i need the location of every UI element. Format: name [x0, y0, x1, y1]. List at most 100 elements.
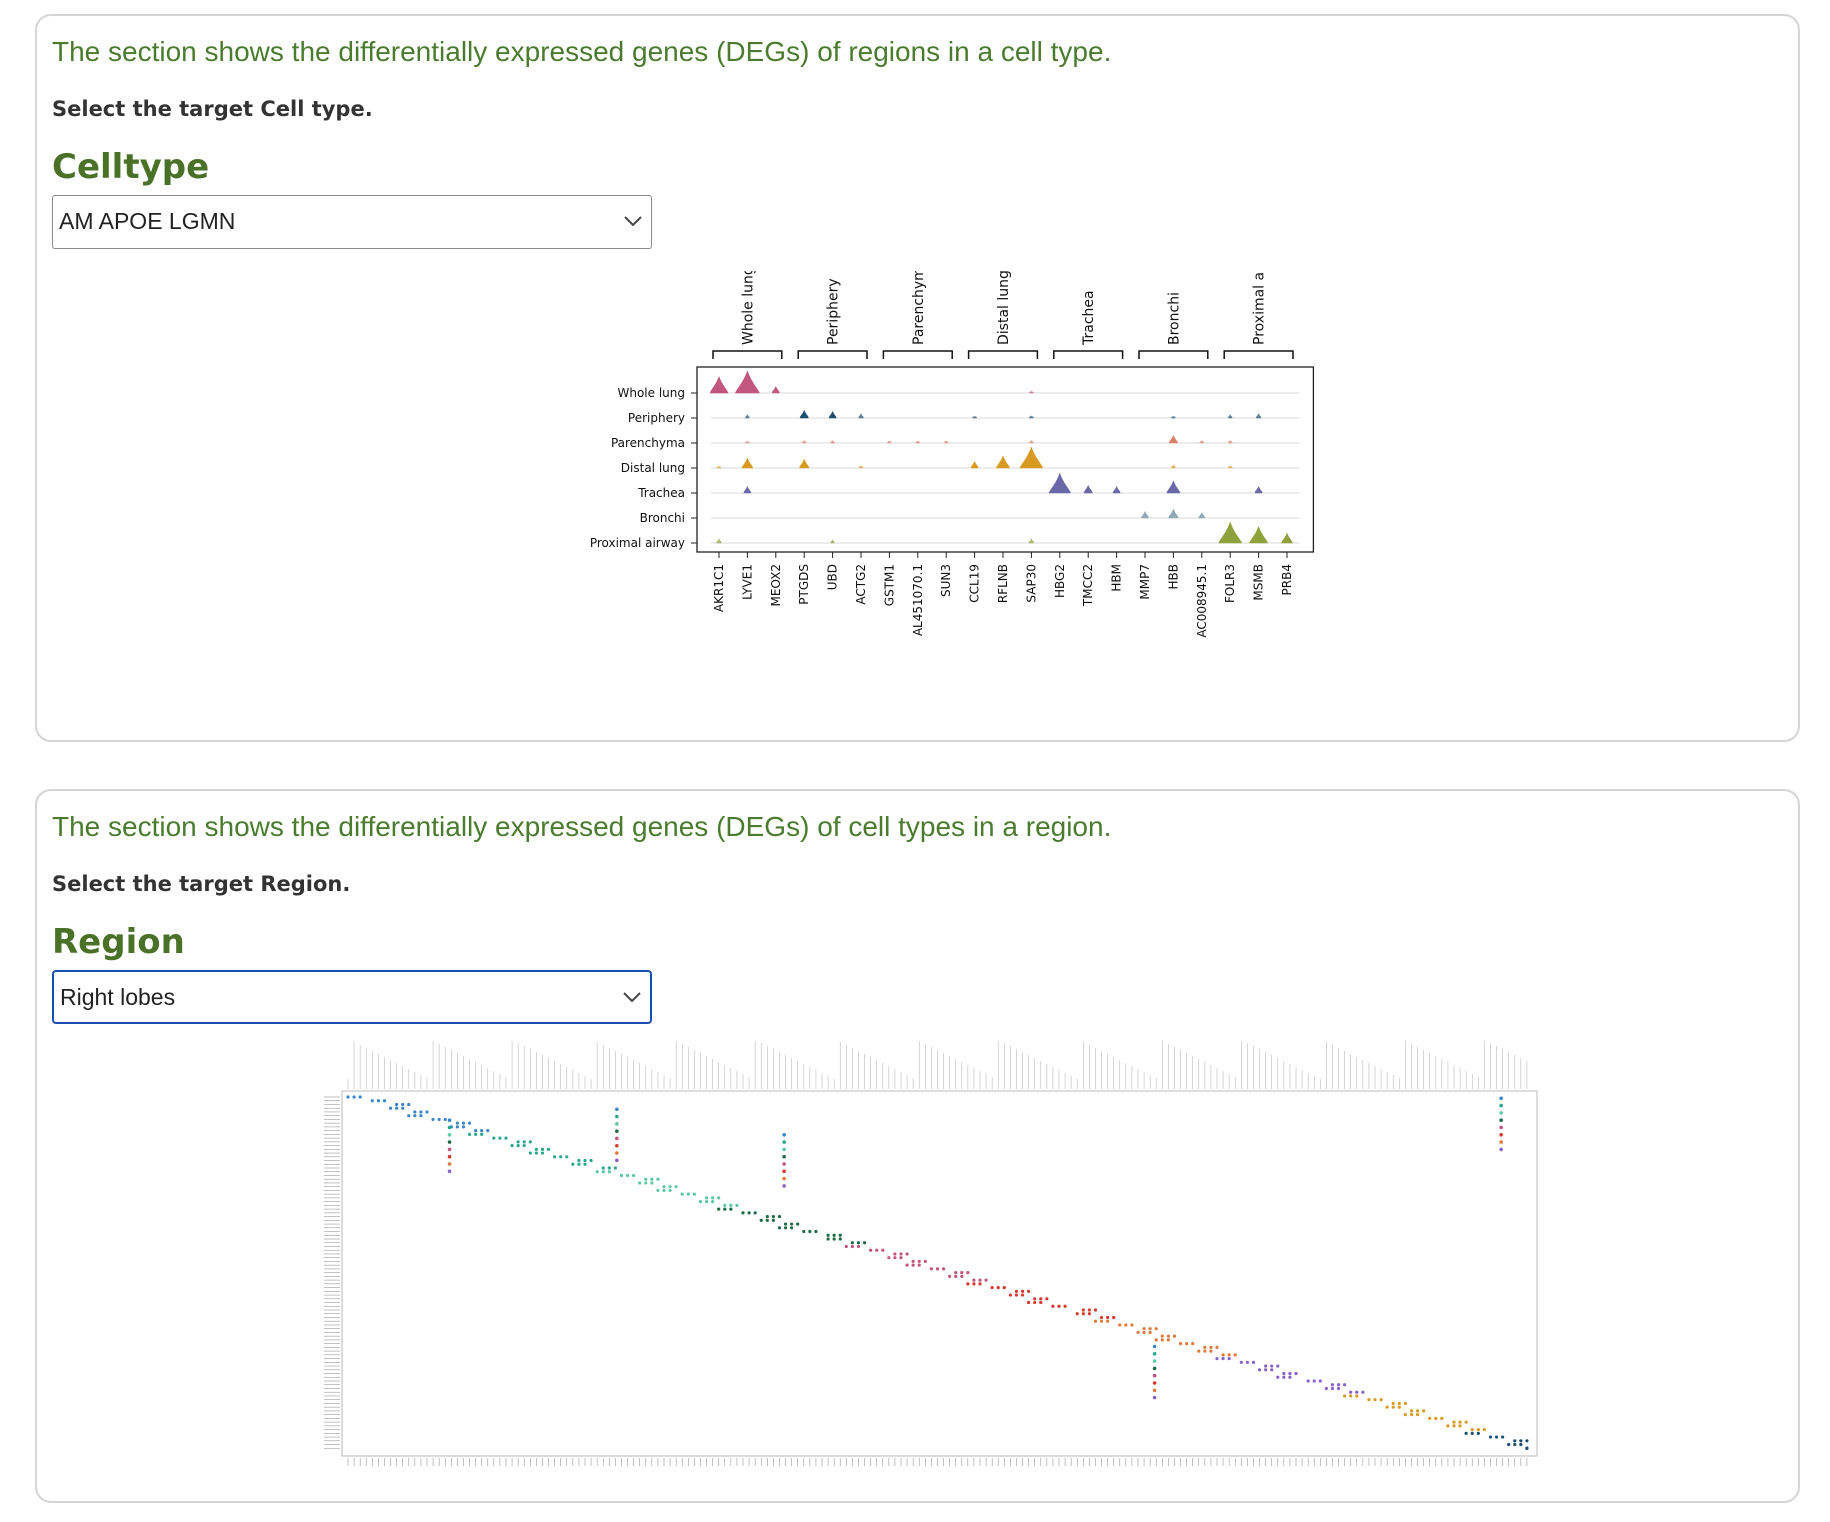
- violin-mark: [1014, 1289, 1019, 1293]
- violin-mark: [486, 1129, 490, 1133]
- celltype-section-instruction: Select the target Cell type.: [52, 97, 373, 121]
- violin-mark: [1039, 1300, 1043, 1305]
- group-label: Whole lung: [740, 271, 756, 345]
- violin-mark: [352, 1095, 356, 1099]
- violin-mark: [625, 1173, 630, 1178]
- violin-mark: [790, 1222, 794, 1226]
- violin-mark: [447, 1147, 452, 1152]
- violin-mark: [741, 457, 754, 469]
- violin-mark: [948, 1274, 952, 1278]
- violin-mark: [461, 1121, 466, 1125]
- violin-mark: [996, 1285, 1000, 1290]
- plot-frame: [341, 1090, 1538, 1457]
- violin-mark: [1281, 532, 1293, 544]
- violin-mark: [1499, 1140, 1503, 1144]
- violin-mark: [615, 1151, 619, 1155]
- violin-mark: [1166, 1334, 1170, 1338]
- violin-mark: [881, 1248, 885, 1252]
- violin-mark: [1251, 1360, 1256, 1364]
- violin-mark: [826, 1233, 830, 1237]
- violin-mark: [990, 1285, 994, 1290]
- violin-mark: [577, 1162, 581, 1166]
- violin-mark: [662, 1185, 666, 1189]
- violin-mark: [1470, 1427, 1474, 1432]
- violin-mark: [376, 1099, 380, 1103]
- violin-mark: [1199, 439, 1205, 444]
- violin-mark: [1391, 1405, 1395, 1409]
- violin-mark: [447, 1140, 452, 1144]
- celltype-select[interactable]: AM APOE LGMN: [52, 195, 652, 249]
- violin-mark: [686, 1192, 690, 1196]
- violin-mark: [1397, 1405, 1401, 1409]
- violin-mark: [516, 1140, 520, 1144]
- violin-mark: [771, 1214, 775, 1219]
- violin-mark: [559, 1155, 563, 1159]
- violin-mark: [729, 1203, 733, 1207]
- violin-mark: [1519, 1442, 1523, 1447]
- violin-mark: [796, 1222, 800, 1226]
- violin-mark: [656, 1188, 660, 1193]
- violin-mark: [413, 1110, 417, 1114]
- violin-mark: [528, 1151, 532, 1155]
- violin-mark: [1306, 1379, 1310, 1383]
- violin-mark: [437, 1117, 441, 1122]
- violin-mark: [615, 1107, 619, 1112]
- violin-mark: [915, 440, 921, 444]
- group-label: Bronchi: [1166, 292, 1182, 345]
- violin-mark: [704, 1196, 709, 1200]
- violin-mark: [1028, 537, 1035, 544]
- violin-mark: [777, 1214, 782, 1219]
- group-label: Proximal airway: [1252, 271, 1268, 345]
- violin-mark: [662, 1188, 666, 1193]
- violin-mark: [875, 1248, 879, 1252]
- violin-mark: [893, 1256, 897, 1260]
- violin-mark: [802, 1229, 806, 1234]
- violin-mark: [607, 1170, 611, 1174]
- violin-mark: [1106, 1315, 1110, 1320]
- chevron-down-icon: [623, 992, 641, 1003]
- violin-mark: [1099, 1315, 1104, 1320]
- violin-mark: [935, 1267, 940, 1271]
- violin-mark: [929, 1267, 933, 1271]
- gene-label: SUN3: [939, 564, 953, 597]
- violin-mark: [1499, 1147, 1503, 1152]
- gene-label: CCL19: [968, 564, 982, 603]
- violin-mark: [830, 538, 835, 544]
- violin-mark: [447, 1133, 452, 1137]
- violin-mark: [1227, 465, 1233, 469]
- violin-mark: [1239, 1360, 1243, 1364]
- violin-mark: [1218, 521, 1242, 544]
- violin-mark: [1494, 1435, 1499, 1439]
- violin-mark: [972, 1282, 976, 1286]
- violin-mark: [782, 1140, 786, 1144]
- violin-mark: [1288, 1371, 1292, 1376]
- violin-mark: [1330, 1386, 1335, 1391]
- violin-mark: [461, 1125, 466, 1129]
- violin-mark: [735, 1203, 739, 1207]
- violin-mark: [790, 1226, 794, 1230]
- violin-mark: [1355, 1394, 1359, 1398]
- violin-mark: [607, 1166, 611, 1170]
- violin-mark: [1152, 1388, 1157, 1393]
- gene-label: PTGDS: [797, 564, 811, 605]
- violin-mark: [1488, 1435, 1493, 1439]
- violin-mark: [782, 1162, 786, 1166]
- violin-mark: [1203, 1345, 1207, 1349]
- violin-mark: [1171, 463, 1176, 469]
- violin-mark: [644, 1181, 648, 1185]
- region-select[interactable]: Right lobes: [52, 970, 652, 1024]
- violin-mark: [534, 1147, 538, 1151]
- violin-mark: [619, 1173, 624, 1178]
- violin-mark: [777, 1226, 782, 1230]
- violin-mark: [407, 1102, 411, 1107]
- violin-mark: [1513, 1439, 1517, 1443]
- violin-mark: [887, 440, 892, 444]
- violin-mark: [850, 1241, 854, 1245]
- violin-mark: [1499, 1118, 1503, 1122]
- violin-mark: [1446, 1424, 1450, 1428]
- violin-mark: [917, 1263, 921, 1267]
- group-bracket: [882, 350, 953, 359]
- violin-mark: [674, 1185, 678, 1189]
- violin-mark: [743, 485, 752, 494]
- violin-mark: [1276, 1364, 1280, 1368]
